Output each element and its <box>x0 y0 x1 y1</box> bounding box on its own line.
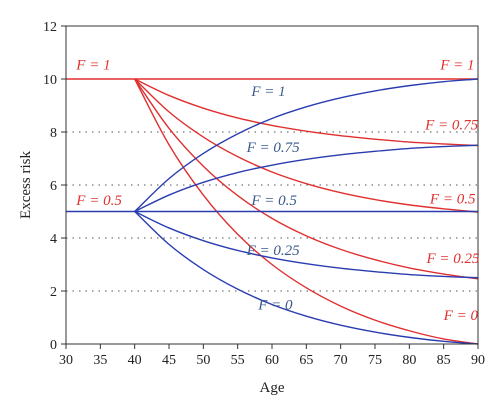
curve-label-red-f-1-0: F = 1 <box>75 58 110 74</box>
x-tick-label-85: 85 <box>437 353 451 368</box>
curve-label-red-f-0-5: F = 0 <box>443 308 479 324</box>
series-red-f-0-5 <box>134 78 479 213</box>
x-tick-label-70: 70 <box>334 353 348 368</box>
curve-label-red-f-0-75-2: F = 0.75 <box>424 117 479 133</box>
series-blue-f-0-25 <box>134 210 479 279</box>
x-tick-label-55: 55 <box>231 353 245 368</box>
y-tick-label-6: 6 <box>50 179 57 194</box>
x-tick-label-50: 50 <box>196 353 210 368</box>
series-lines <box>66 78 479 345</box>
x-tick-label-65: 65 <box>299 353 313 368</box>
x-tick-label-60: 60 <box>265 353 279 368</box>
y-tick-label-12: 12 <box>43 20 57 35</box>
x-tick-label-40: 40 <box>128 353 142 368</box>
series-red-f-0-25 <box>134 78 479 280</box>
curve-label-red-f-0-5-3: F = 0.5 <box>429 192 476 208</box>
x-tick-label-80: 80 <box>402 353 416 368</box>
curve-label-blue-f-0-25-10: F = 0.25 <box>246 243 301 259</box>
x-tick-label-35: 35 <box>93 353 107 368</box>
y-tick-label-2: 2 <box>50 285 57 300</box>
series-blue-f-0 <box>134 210 479 345</box>
series-blue-f-0-75 <box>134 144 479 213</box>
curve-label-blue-f-0-5-9: F = 0.5 <box>250 193 297 209</box>
x-axis-title: Age <box>260 380 285 396</box>
axis-ticks: 30 35 40 45 50 55 60 65 70 75 80 85 90 0 2 4 6 8 10 12 <box>43 20 485 368</box>
x-tick-label-90: 90 <box>471 353 485 368</box>
x-tick-label-75: 75 <box>368 353 382 368</box>
y-axis-title: Excess risk <box>18 151 34 219</box>
y-tick-label-0: 0 <box>50 338 57 353</box>
plot-area-frame <box>65 25 479 345</box>
x-tick-label-45: 45 <box>162 353 176 368</box>
curve-label-blue-f-0-75-8: F = 0.75 <box>246 140 301 156</box>
y-tick-label-4: 4 <box>50 232 57 247</box>
x-tick-label-30: 30 <box>59 353 73 368</box>
curve-label-red-f-0-25-4: F = 0.25 <box>426 251 481 267</box>
y-tick-label-8: 8 <box>50 126 57 141</box>
series-red-f-0 <box>134 78 479 345</box>
curve-label-red-f-1-1: F = 1 <box>439 58 474 74</box>
curve-labels: F = 1 F = 1 F = 0.75 F = 0.5 F = 0.25 F = 0 F … <box>75 58 480 324</box>
series-blue-f-1 <box>134 78 479 213</box>
curve-label-blue-f-1-7: F = 1 <box>250 84 285 100</box>
curve-label-red-f-0-5-6: F = 0.5 <box>75 193 122 209</box>
curve-label-blue-f-0-11: F = 0 <box>257 298 293 314</box>
series-red-f-0-75 <box>134 78 479 147</box>
y-tick-label-10: 10 <box>43 73 57 88</box>
